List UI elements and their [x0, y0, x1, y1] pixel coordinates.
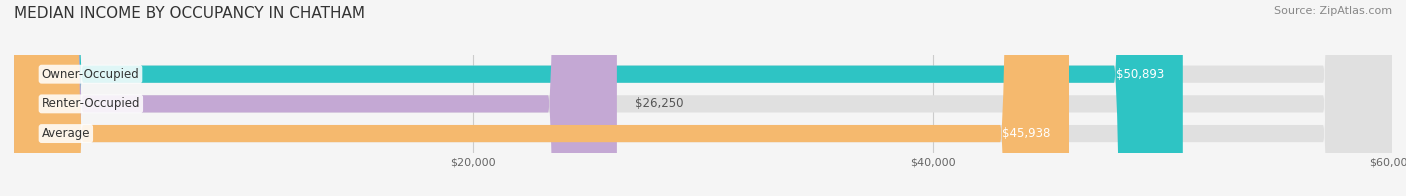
Text: MEDIAN INCOME BY OCCUPANCY IN CHATHAM: MEDIAN INCOME BY OCCUPANCY IN CHATHAM: [14, 6, 366, 21]
FancyBboxPatch shape: [14, 0, 1069, 196]
FancyBboxPatch shape: [14, 0, 1392, 196]
Text: $45,938: $45,938: [1002, 127, 1050, 140]
FancyBboxPatch shape: [14, 0, 1392, 196]
Text: $50,893: $50,893: [1116, 68, 1164, 81]
Text: Average: Average: [42, 127, 90, 140]
FancyBboxPatch shape: [14, 0, 617, 196]
Text: Source: ZipAtlas.com: Source: ZipAtlas.com: [1274, 6, 1392, 16]
Text: Renter-Occupied: Renter-Occupied: [42, 97, 141, 110]
Text: $26,250: $26,250: [636, 97, 683, 110]
FancyBboxPatch shape: [14, 0, 1392, 196]
Text: Owner-Occupied: Owner-Occupied: [42, 68, 139, 81]
FancyBboxPatch shape: [14, 0, 1182, 196]
